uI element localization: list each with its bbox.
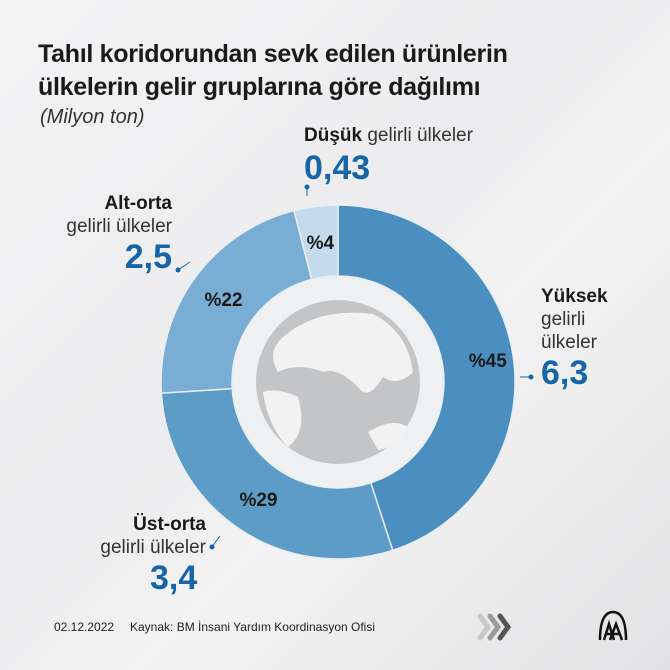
chart-title: Tahıl koridorundan sevk edilen ürünlerin… [38,38,508,104]
label-alt-orta-name: Alt-orta [104,193,172,214]
leader-dot-dusuk [304,184,310,190]
label-ust-orta-rest: gelirli ülkeler [100,537,206,558]
leader-dot-ust-orta [209,544,215,550]
label-yuksek: Yüksek gelirli ülkeler 6,3 [541,285,611,392]
footer-date: 02.12.2022 [54,620,115,634]
footer-source: Kaynak: BM İnsani Yardım Koordinasyon Of… [130,620,376,634]
percent-label-yuksek: %45 [469,351,507,372]
globe-icon [256,300,420,464]
slice-ust-orta [160,387,394,560]
slice-dusuk [293,204,339,281]
percent-label-ust-orta: %29 [239,490,277,511]
percent-label-dusuk: %4 [307,233,335,254]
title-line-2: ülkelerin gelir gruplarına göre dağılımı [38,73,481,101]
label-ust-orta: Üst-orta gelirli ülkeler 3,4 [84,513,206,597]
value-ust-orta: 3,4 [150,559,198,597]
label-yuksek-name: Yüksek [541,286,608,307]
slice-yuksek [337,204,516,552]
label-alt-orta-rest: gelirli ülkeler [66,216,172,237]
slice-alt-orta [160,209,313,394]
leader-dot-yuksek [528,374,534,380]
label-dusuk-name: Düşük [304,125,363,146]
value-alt-orta: 2,5 [124,238,172,276]
percent-label-alt-orta: %22 [205,290,243,311]
value-dusuk: 0,43 [304,149,371,187]
chart-subtitle: (Milyon ton) [40,106,145,128]
title-line-1: Tahıl koridorundan sevk edilen ürünlerin [38,40,508,68]
label-alt-orta: Alt-orta gelirli ülkeler 2,5 [56,192,172,276]
label-yuksek-rest: gelirli ülkeler [541,309,597,353]
label-dusuk: Düşük gelirli ülkeler 0,43 [304,124,473,187]
value-yuksek: 6,3 [541,354,589,392]
leader-dot-alt-orta [175,267,181,273]
label-dusuk-rest: gelirli ülkeler [367,125,473,146]
label-ust-orta-name: Üst-orta [133,514,206,535]
